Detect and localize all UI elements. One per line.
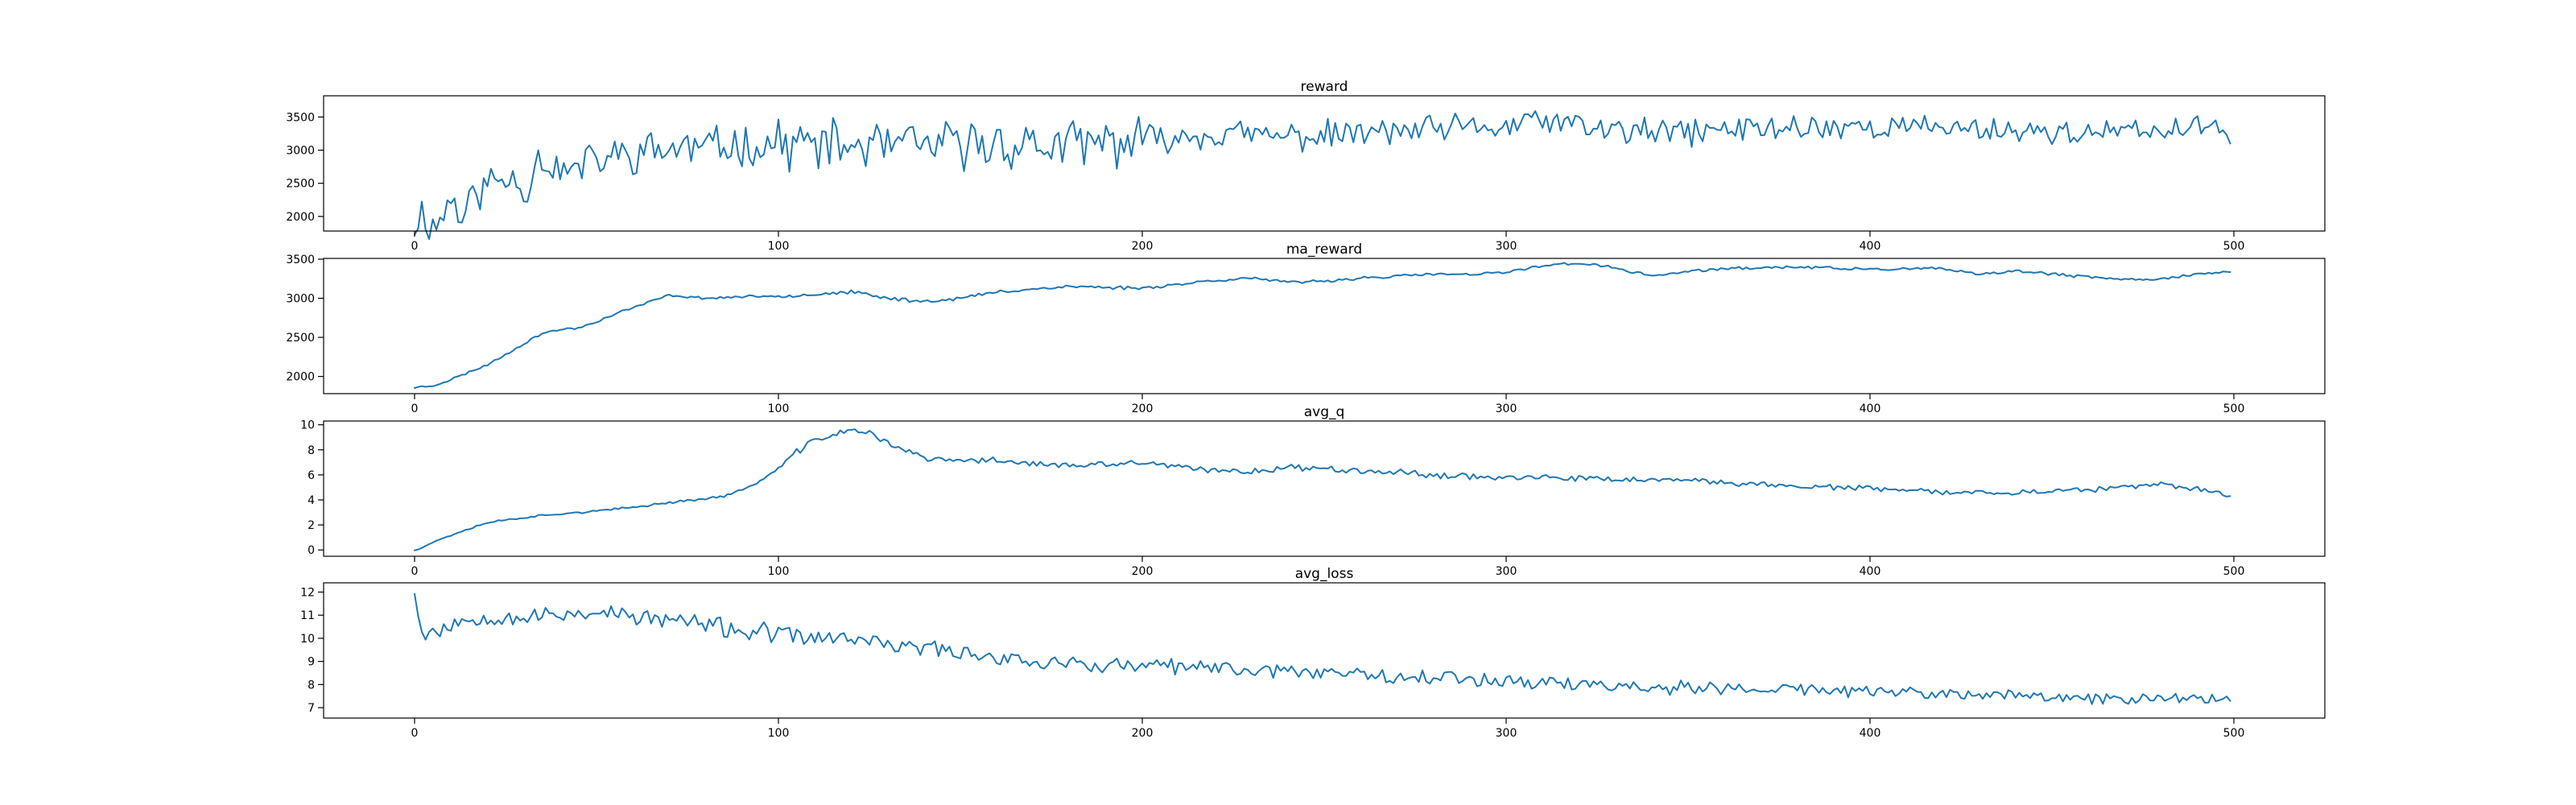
subplot-avg-loss: avg_loss 0 100 200 300 400 500 7 8 9 10 11 12 <box>300 566 2326 740</box>
y-tick-label: 3000 <box>286 145 315 158</box>
x-tick-label: 400 <box>1860 727 1881 740</box>
y-tick-label: 2500 <box>286 178 315 191</box>
y-tick-label: 2 <box>308 519 315 532</box>
y-tick-label: 10 <box>300 419 315 432</box>
y-tick-label: 10 <box>300 633 315 646</box>
x-tick-label: 100 <box>768 727 790 740</box>
x-tick-label: 0 <box>411 240 419 253</box>
x-tick-label: 100 <box>768 402 790 415</box>
series-line <box>414 592 2231 705</box>
subplot-title: reward <box>1301 79 1348 95</box>
x-tick-label: 100 <box>768 240 790 253</box>
subplot-avg-q: avg_q 0 100 200 300 400 500 0 2 4 6 8 10 <box>300 404 2326 578</box>
plot-frame <box>323 258 2326 394</box>
plot-frame <box>323 95 2326 232</box>
subplot-title: ma_reward <box>1286 242 1362 258</box>
x-tick-label: 100 <box>768 565 790 578</box>
x-tick-label: 400 <box>1860 402 1881 415</box>
plot-frame <box>323 420 2326 557</box>
x-tick-label: 200 <box>1132 240 1154 253</box>
y-tick-label: 0 <box>308 544 315 557</box>
y-tick-label: 3500 <box>286 254 315 266</box>
subplot-title: avg_q <box>1304 404 1345 420</box>
y-tick-label: 8 <box>308 444 315 457</box>
plot-frame <box>323 582 2326 719</box>
x-tick-label: 200 <box>1132 565 1154 578</box>
y-tick-label: 11 <box>300 609 315 622</box>
y-tick-label: 6 <box>308 469 315 482</box>
y-tick-label: 2500 <box>286 332 315 345</box>
x-tick-label: 500 <box>2223 402 2245 415</box>
x-tick-label: 0 <box>411 402 419 415</box>
x-tick-label: 300 <box>1496 727 1517 740</box>
x-tick-label: 200 <box>1132 727 1154 740</box>
x-tick-label: 300 <box>1496 565 1517 578</box>
x-tick-label: 200 <box>1132 402 1154 415</box>
x-tick-label: 0 <box>411 727 419 740</box>
x-tick-label: 500 <box>2223 727 2245 740</box>
y-tick-label: 8 <box>308 679 315 691</box>
x-tick-label: 500 <box>2223 565 2245 578</box>
y-tick-label: 2000 <box>286 211 315 224</box>
x-tick-label: 500 <box>2223 240 2245 253</box>
series-line <box>414 262 2231 389</box>
series-line <box>414 428 2231 551</box>
subplot-title: avg_loss <box>1295 566 1354 582</box>
y-tick-label: 12 <box>300 586 315 599</box>
x-tick-label: 400 <box>1860 565 1881 578</box>
series-line <box>414 110 2231 240</box>
y-tick-label: 3500 <box>286 111 315 124</box>
y-tick-label: 3000 <box>286 293 315 306</box>
subplot-reward: reward 0 100 200 300 400 500 2000 2500 3000 3500 <box>286 79 2326 253</box>
x-tick-label: 300 <box>1496 402 1517 415</box>
x-tick-label: 0 <box>411 565 419 578</box>
y-tick-label: 7 <box>308 702 315 715</box>
y-tick-label: 9 <box>308 656 315 669</box>
y-tick-label: 2000 <box>286 371 315 384</box>
x-tick-label: 400 <box>1860 240 1881 253</box>
y-tick-label: 4 <box>308 494 315 507</box>
x-tick-label: 300 <box>1496 240 1517 253</box>
